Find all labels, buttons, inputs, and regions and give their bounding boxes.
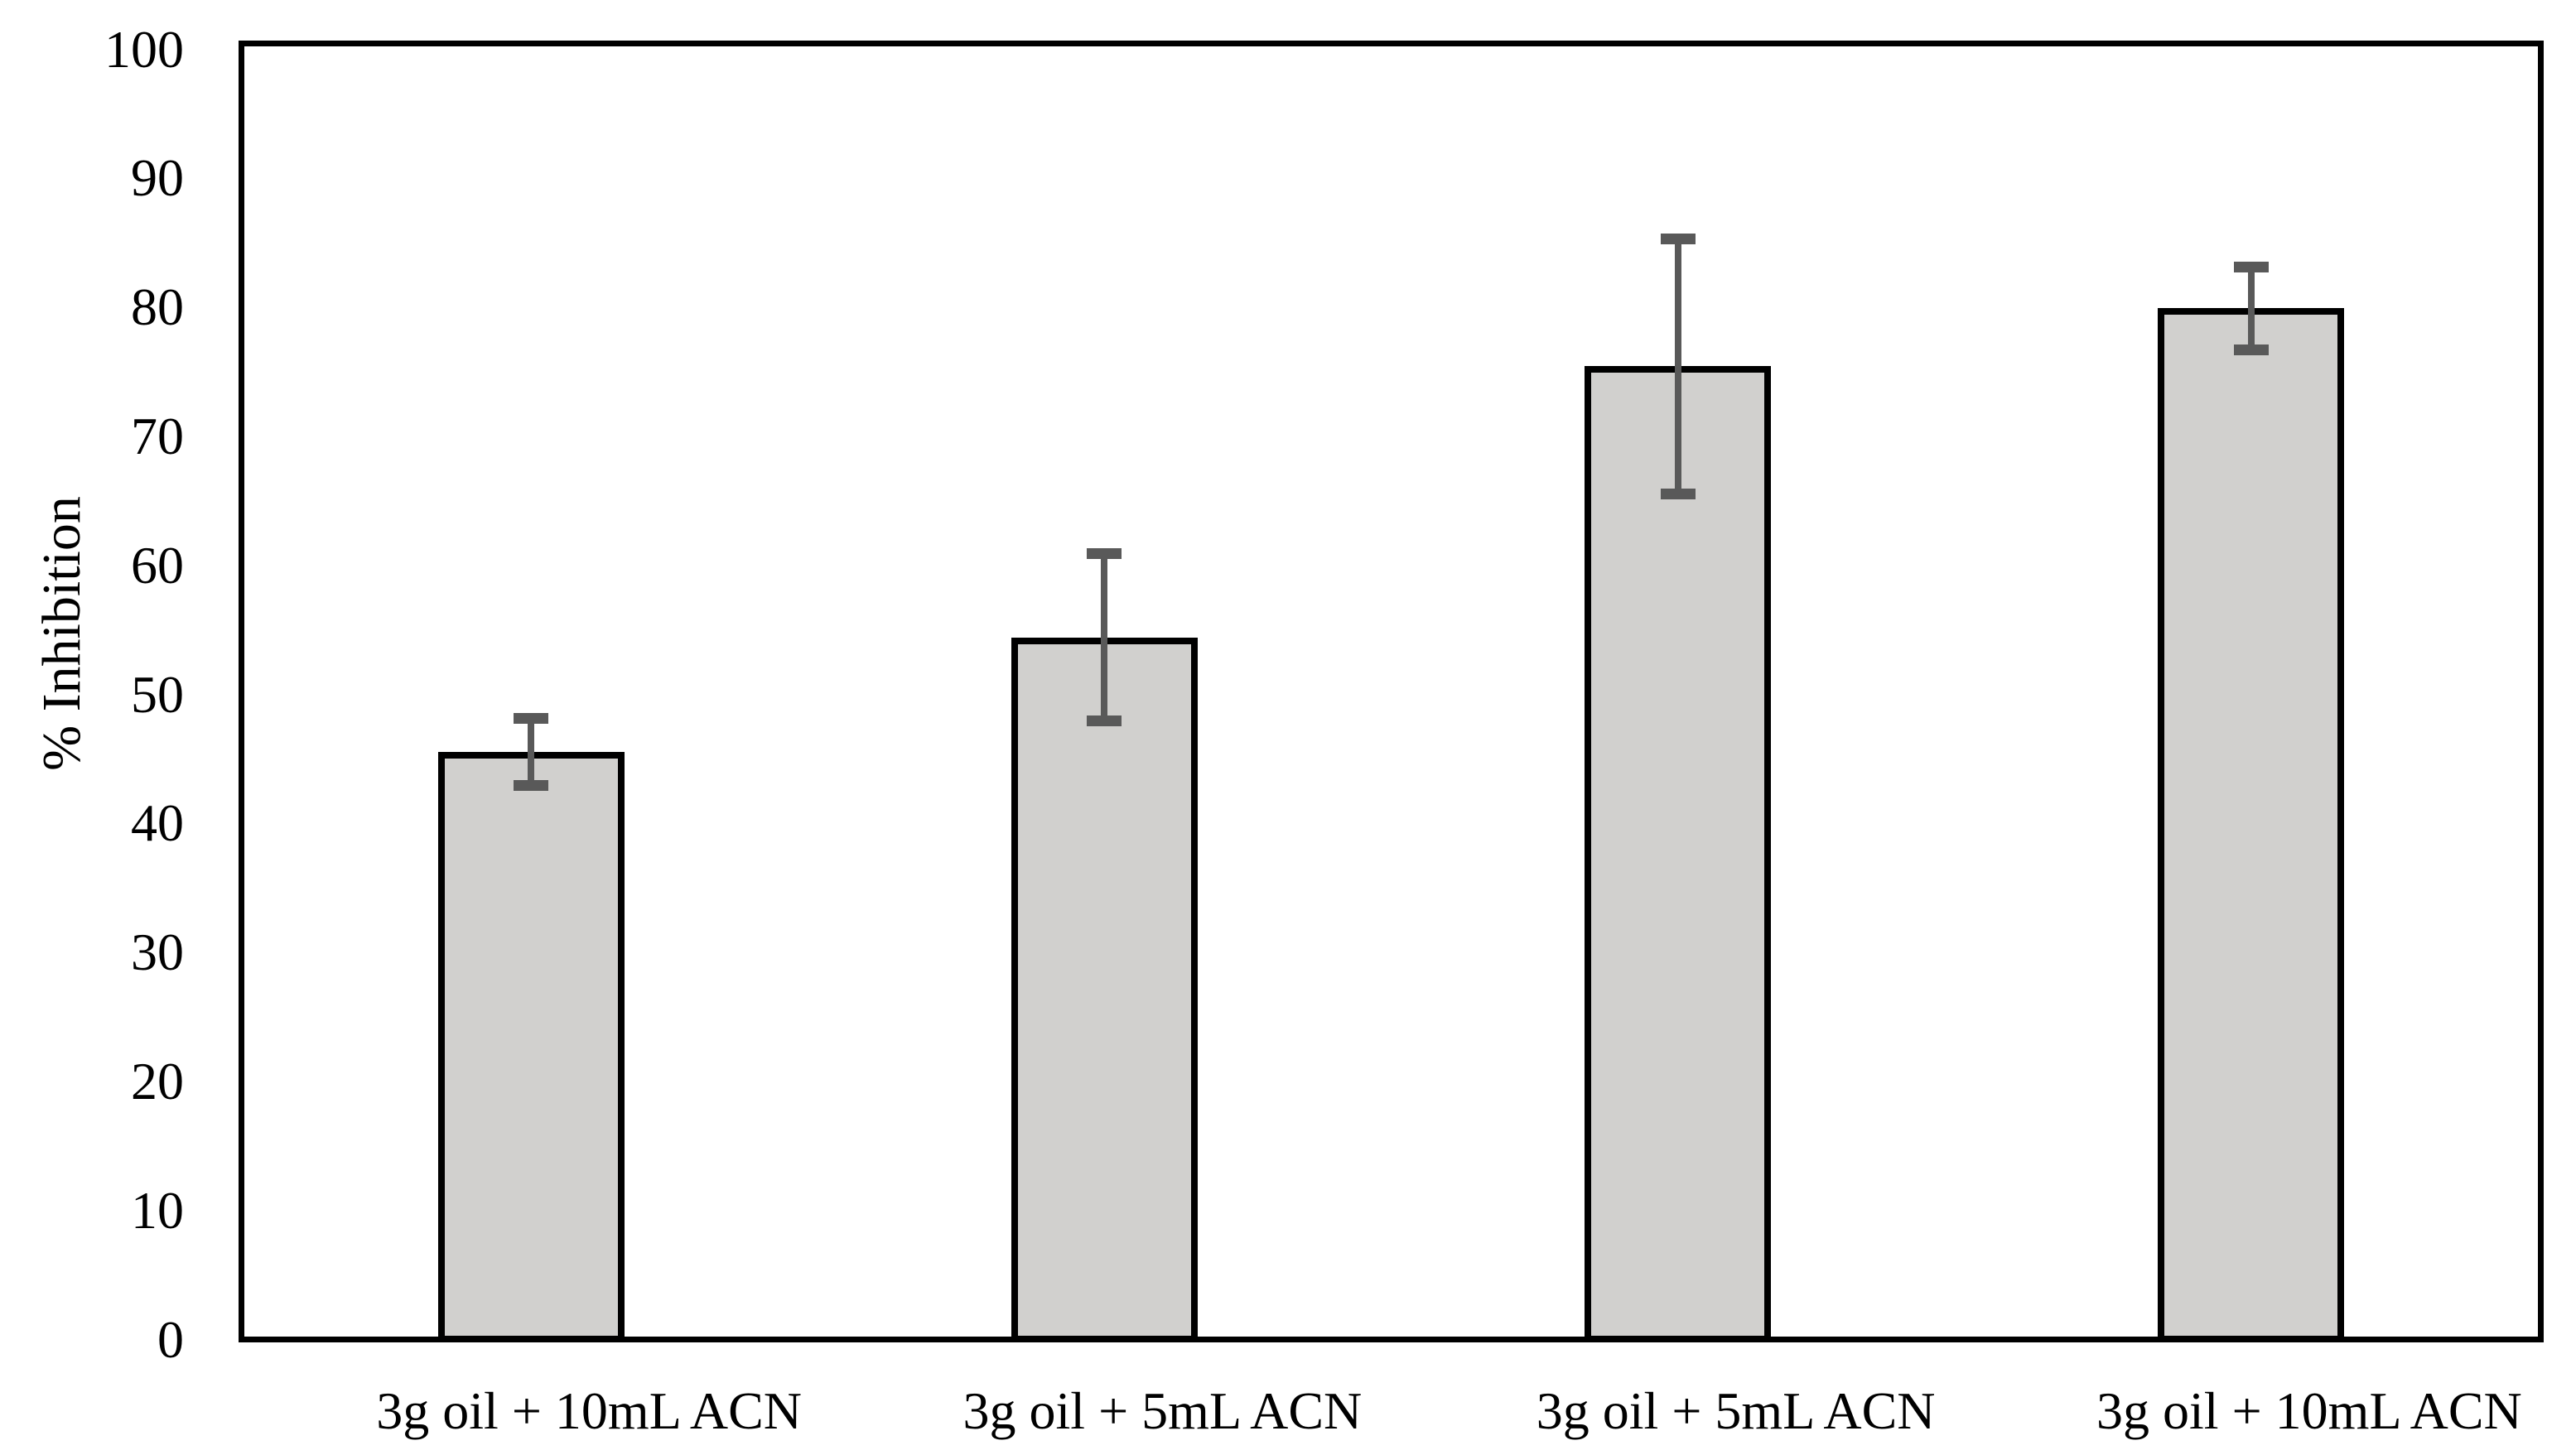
bar-2 <box>1011 637 1198 1342</box>
error-bar-bottom-cap-2 <box>1087 715 1122 727</box>
y-tick-label: 0 <box>157 1309 184 1369</box>
y-tick-label: 50 <box>131 664 184 724</box>
error-bar-line-3 <box>1674 238 1681 494</box>
x-category-label-2: 3g oil + 5mL ACN <box>962 1381 1363 1440</box>
x-category-label-3: 3g oil + 5mL ACN <box>1536 1381 1936 1440</box>
error-bar-bottom-cap-1 <box>514 780 549 792</box>
error-bar-line-4 <box>2247 267 2255 350</box>
error-bar-bottom-cap-3 <box>1660 489 1696 500</box>
error-bar-bottom-cap-4 <box>2233 344 2269 355</box>
error-bar-line-1 <box>528 718 535 786</box>
bar-4 <box>2158 308 2345 1342</box>
error-bar-line-2 <box>1101 553 1108 721</box>
x-category-label-4: 3g oil + 10mL ACN <box>2096 1381 2522 1440</box>
y-tick-label: 40 <box>131 793 184 853</box>
error-bar-top-cap-3 <box>1660 233 1696 244</box>
y-tick-label: 100 <box>104 19 184 79</box>
error-bar-top-cap-1 <box>514 713 549 725</box>
y-tick-label: 10 <box>131 1180 184 1240</box>
y-tick-label: 60 <box>131 535 184 595</box>
error-bar-top-cap-4 <box>2233 261 2269 272</box>
y-tick-label: 80 <box>131 277 184 337</box>
bar-3 <box>1585 366 1772 1342</box>
y-tick-label: 30 <box>131 923 184 982</box>
bar-1 <box>437 752 625 1342</box>
y-tick-label: 90 <box>131 148 184 208</box>
y-tick-label: 70 <box>131 406 184 465</box>
x-category-label-1: 3g oil + 10mL ACN <box>376 1381 802 1440</box>
y-tick-label: 20 <box>131 1051 184 1111</box>
error-bar-top-cap-2 <box>1087 547 1122 559</box>
